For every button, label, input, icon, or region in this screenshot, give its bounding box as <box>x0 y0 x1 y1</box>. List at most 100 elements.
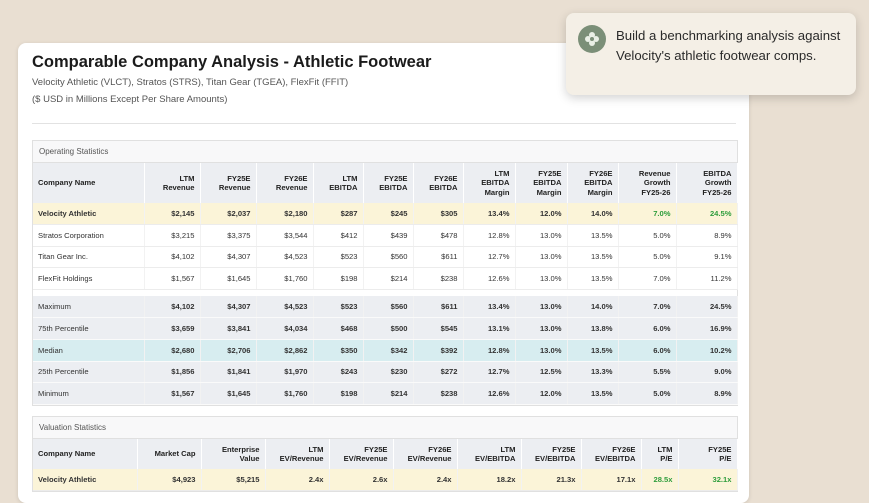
table-cell: $2,706 <box>200 339 257 362</box>
table-cell: $523 <box>313 246 364 269</box>
table-row: Velocity Athletic $2,145 $2,037 $2,180 $287 $… <box>33 203 738 225</box>
table-cell: 9.0% <box>676 361 738 384</box>
table-cell: 6.0% <box>618 339 677 362</box>
title-divider <box>32 123 736 124</box>
column-header: Market Cap <box>137 439 202 469</box>
table-cell: $1,841 <box>200 361 257 384</box>
table-cell: $245 <box>363 203 414 225</box>
table-cell: 28.5x <box>641 469 679 491</box>
table-cell: $4,102 <box>144 296 201 318</box>
row-label: Minimum <box>33 382 145 406</box>
table-cell: 12.8% <box>463 224 516 247</box>
table-cell: $198 <box>313 382 364 406</box>
operating-statistics-section: Operating Statistics Company Name LTM Reve… <box>32 140 738 407</box>
table-cell: $3,659 <box>144 317 201 340</box>
page-title: Comparable Company Analysis - Athletic F… <box>32 53 432 71</box>
row-label: Stratos Corporation <box>33 224 145 247</box>
valuation-statistics-section: Valuation Statistics Company Name Market … <box>32 416 738 492</box>
column-header: FY26E EBITDA Margin <box>567 163 619 203</box>
table-cell: $611 <box>413 246 464 269</box>
table-cell: $500 <box>363 317 414 340</box>
spreadsheet-document: Comparable Company Analysis - Athletic F… <box>18 43 749 503</box>
table-cell: $272 <box>413 361 464 384</box>
table-cell: 13.3% <box>567 361 619 384</box>
spacer-cell <box>33 289 737 297</box>
table-cell: $4,102 <box>144 246 201 269</box>
table-row: Minimum $1,567 $1,645 $1,760 $198 $214 $238 12.… <box>33 382 738 406</box>
table-cell: 7.0% <box>618 296 677 318</box>
table-cell: $305 <box>413 203 464 225</box>
table-cell: 7.0% <box>618 267 677 291</box>
table-cell: $238 <box>413 267 464 291</box>
table-cell: $342 <box>363 339 414 362</box>
table-cell: 12.5% <box>515 361 568 384</box>
table-cell: $545 <box>413 317 464 340</box>
table-row: Titan Gear Inc. $4,102 $4,307 $4,523 $523 $56… <box>33 246 738 269</box>
table-cell: $1,856 <box>144 361 201 384</box>
table-cell: $287 <box>313 203 364 225</box>
column-header: LTM EV/Revenue <box>265 439 330 469</box>
column-header: FY26E EBITDA <box>413 163 464 203</box>
page-subtitle: Velocity Athletic (VLCT), Stratos (STRS)… <box>32 77 349 88</box>
table-cell: 13.0% <box>515 267 568 291</box>
table-cell: $2,145 <box>144 203 201 225</box>
table-cell: $560 <box>363 296 414 318</box>
table-cell: $1,567 <box>144 267 201 291</box>
table-cell: $611 <box>413 296 464 318</box>
table-cell: 13.4% <box>463 296 516 318</box>
row-label: 75th Percentile <box>33 317 145 340</box>
table-cell: 13.5% <box>567 339 619 362</box>
table-cell: 13.5% <box>567 246 619 269</box>
table-cell: 12.6% <box>463 267 516 291</box>
row-label: Velocity Athletic <box>33 469 138 491</box>
table-cell: 13.0% <box>515 317 568 340</box>
flower-icon <box>578 25 606 53</box>
column-header: FY25E EV/EBITDA <box>521 439 582 469</box>
column-header: Company Name <box>33 163 145 203</box>
table-cell: $439 <box>363 224 414 247</box>
table-cell: 13.0% <box>515 296 568 318</box>
table-cell: $2,037 <box>200 203 257 225</box>
table-cell: $214 <box>363 267 414 291</box>
table-cell: 5.0% <box>618 246 677 269</box>
table-cell: 21.3x <box>521 469 582 491</box>
row-label: FlexFit Holdings <box>33 267 145 291</box>
table-cell: 10.2% <box>676 339 738 362</box>
table-cell: 14.0% <box>567 296 619 318</box>
column-header: LTM P/E <box>641 439 679 469</box>
column-header: FY26E EV/Revenue <box>393 439 458 469</box>
table-cell: 13.0% <box>515 339 568 362</box>
table-cell: 5.5% <box>618 361 677 384</box>
column-header: Enterprise Value <box>201 439 266 469</box>
column-header: LTM EV/EBITDA <box>457 439 522 469</box>
table-cell: $5,215 <box>201 469 266 491</box>
table-cell: $3,215 <box>144 224 201 247</box>
table-cell: 2.6x <box>329 469 394 491</box>
column-header: FY26E EV/EBITDA <box>581 439 642 469</box>
row-label: 25th Percentile <box>33 361 145 384</box>
table-cell: $2,862 <box>256 339 314 362</box>
column-header: Revenue Growth FY25-26 <box>618 163 677 203</box>
column-header: EBITDA Growth FY25-26 <box>676 163 738 203</box>
table-row: Velocity Athletic $4,923 $5,215 2.4x 2.6x 2.4… <box>33 469 738 491</box>
table-cell: $1,567 <box>144 382 201 406</box>
column-header: FY25E EBITDA Margin <box>515 163 568 203</box>
table-cell: 24.5% <box>676 203 738 225</box>
table-cell: 12.0% <box>515 203 568 225</box>
row-label: Maximum <box>33 296 145 318</box>
table-cell: $3,544 <box>256 224 314 247</box>
table-cell: $4,923 <box>137 469 202 491</box>
table-cell: 13.8% <box>567 317 619 340</box>
table-cell: $214 <box>363 382 414 406</box>
table-cell: 8.9% <box>676 382 738 406</box>
table-cell: 32.1x <box>678 469 738 491</box>
column-header: FY25E P/E <box>678 439 738 469</box>
table-cell: $392 <box>413 339 464 362</box>
table-cell: $4,307 <box>200 296 257 318</box>
table-cell: $2,680 <box>144 339 201 362</box>
table-cell: $1,645 <box>200 267 257 291</box>
prompt-card: Build a benchmarking analysis against Ve… <box>566 13 856 95</box>
table-cell: $560 <box>363 246 414 269</box>
table-cell: 9.1% <box>676 246 738 269</box>
table-cell: $1,645 <box>200 382 257 406</box>
